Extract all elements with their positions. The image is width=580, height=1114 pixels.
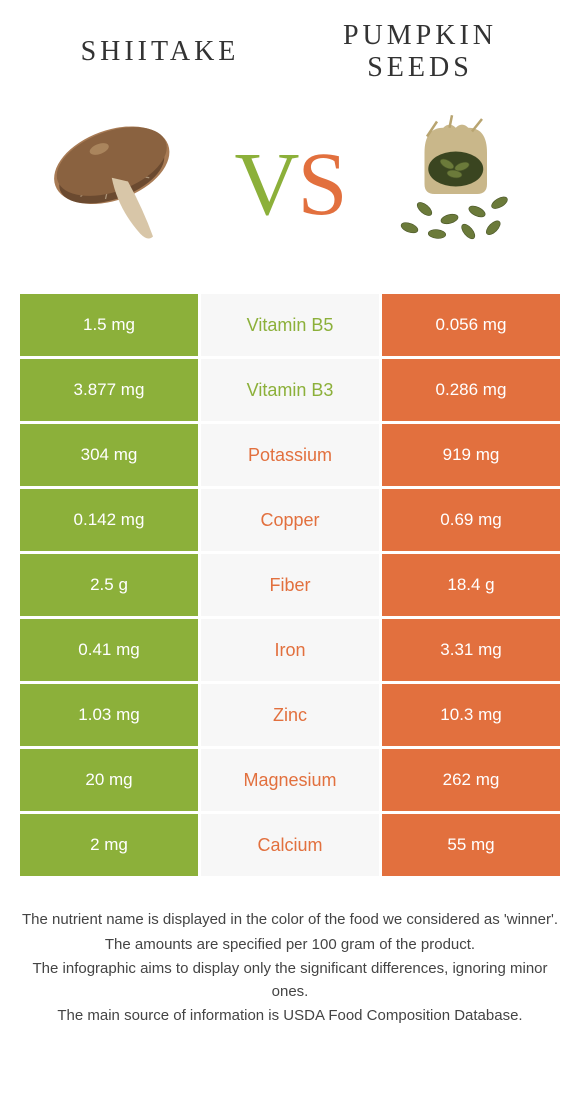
footer-line-4: The main source of information is USDA F… bbox=[20, 1005, 560, 1028]
right-value-cell: 0.286 mg bbox=[382, 359, 560, 424]
vs-label: VS bbox=[234, 133, 345, 236]
left-value-cell: 0.41 mg bbox=[20, 619, 201, 684]
left-value-cell: 1.03 mg bbox=[20, 684, 201, 749]
nutrient-name-cell: Vitamin B3 bbox=[201, 359, 382, 424]
footer-line-2: The amounts are specified per 100 gram o… bbox=[20, 934, 560, 957]
nutrient-name-cell: Magnesium bbox=[201, 749, 382, 814]
nutrient-name-cell: Vitamin B5 bbox=[201, 294, 382, 359]
table-row: 304 mgPotassium919 mg bbox=[20, 424, 560, 489]
table-row: 2.5 gFiber18.4 g bbox=[20, 554, 560, 619]
nutrient-name-cell: Copper bbox=[201, 489, 382, 554]
table-row: 0.142 mgCopper0.69 mg bbox=[20, 489, 560, 554]
right-value-cell: 0.056 mg bbox=[382, 294, 560, 359]
left-value-cell: 3.877 mg bbox=[20, 359, 201, 424]
nutrient-name-cell: Calcium bbox=[201, 814, 382, 879]
left-value-cell: 2.5 g bbox=[20, 554, 201, 619]
right-value-cell: 919 mg bbox=[382, 424, 560, 489]
right-value-cell: 262 mg bbox=[382, 749, 560, 814]
hero-row: VS bbox=[0, 94, 580, 294]
left-value-cell: 0.142 mg bbox=[20, 489, 201, 554]
table-row: 3.877 mgVitamin B30.286 mg bbox=[20, 359, 560, 424]
table-row: 1.03 mgZinc10.3 mg bbox=[20, 684, 560, 749]
vs-v: V bbox=[234, 133, 297, 236]
table-row: 0.41 mgIron3.31 mg bbox=[20, 619, 560, 684]
table-row: 20 mgMagnesium262 mg bbox=[20, 749, 560, 814]
footer-notes: The nutrient name is displayed in the co… bbox=[0, 879, 580, 1028]
left-food-title: Shiitake bbox=[30, 36, 290, 68]
nutrient-name-cell: Iron bbox=[201, 619, 382, 684]
nutrient-name-cell: Zinc bbox=[201, 684, 382, 749]
table-row: 1.5 mgVitamin B50.056 mg bbox=[20, 294, 560, 359]
nutrient-name-cell: Potassium bbox=[201, 424, 382, 489]
left-value-cell: 1.5 mg bbox=[20, 294, 201, 359]
right-value-cell: 10.3 mg bbox=[382, 684, 560, 749]
footer-line-1: The nutrient name is displayed in the co… bbox=[20, 909, 560, 932]
left-value-cell: 20 mg bbox=[20, 749, 201, 814]
right-value-cell: 18.4 g bbox=[382, 554, 560, 619]
pumpkin-seeds-image bbox=[382, 104, 542, 264]
table-row: 2 mgCalcium55 mg bbox=[20, 814, 560, 879]
vs-s: S bbox=[297, 133, 345, 236]
nutrient-table: 1.5 mgVitamin B50.056 mg3.877 mgVitamin … bbox=[20, 294, 560, 879]
footer-line-3: The infographic aims to display only the… bbox=[20, 958, 560, 1003]
right-food-title: Pumpkin Seeds bbox=[290, 20, 550, 84]
header: Shiitake Pumpkin Seeds bbox=[0, 0, 580, 94]
right-value-cell: 3.31 mg bbox=[382, 619, 560, 684]
left-value-cell: 304 mg bbox=[20, 424, 201, 489]
nutrient-name-cell: Fiber bbox=[201, 554, 382, 619]
right-value-cell: 0.69 mg bbox=[382, 489, 560, 554]
right-value-cell: 55 mg bbox=[382, 814, 560, 879]
shiitake-image bbox=[38, 104, 198, 264]
left-value-cell: 2 mg bbox=[20, 814, 201, 879]
